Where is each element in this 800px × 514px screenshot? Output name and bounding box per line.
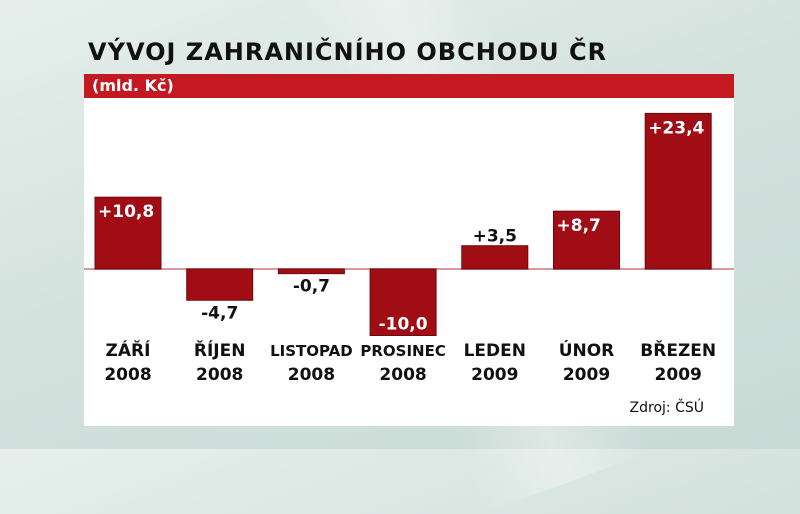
data-label-4: -10,0 — [379, 315, 428, 335]
bar-chart: +10,8 ZÁŘÍ 2008 -4,7 ŘÍJEN 2008 -0,7 LISTOPAD 20… — [84, 112, 734, 385]
category-label-5-1: LEDEN — [464, 341, 526, 361]
source-label: Zdroj: ČSÚ — [629, 400, 704, 416]
bar-5 — [461, 245, 529, 270]
bar-1 — [94, 196, 162, 270]
data-label-1: +10,8 — [98, 202, 154, 222]
bar-3 — [277, 268, 345, 275]
category-label-6-1: ÚNOR — [559, 339, 615, 361]
category-label-4-2: 2008 — [379, 365, 426, 385]
category-label-7-1: BŘEZEN — [640, 339, 716, 361]
unit-bar — [84, 74, 734, 98]
category-label-3-1: LISTOPAD — [270, 342, 353, 360]
data-label-5: +3,5 — [473, 227, 517, 247]
category-label-1-2: 2008 — [104, 365, 151, 385]
data-label-3: -0,7 — [293, 277, 330, 297]
unit-label: (mld. Kč) — [92, 76, 174, 95]
category-label-5-2: 2009 — [471, 365, 518, 385]
data-label-6: +8,7 — [557, 216, 601, 236]
data-label-2: -4,7 — [201, 303, 238, 323]
category-label-2-1: ŘÍJEN — [194, 339, 246, 361]
chart-title: VÝVOJ ZAHRANIČNÍHO OBCHODU ČR — [88, 38, 608, 66]
bar-7 — [644, 112, 712, 270]
category-label-7-2: 2009 — [655, 365, 702, 385]
bar-2 — [186, 268, 254, 301]
bar-6 — [553, 210, 620, 270]
category-label-2-2: 2008 — [196, 365, 243, 385]
category-label-4-1: PROSINEC — [360, 342, 446, 360]
category-label-1-1: ZÁŘÍ — [106, 339, 151, 361]
category-label-3-2: 2008 — [288, 365, 335, 385]
chart-panel — [84, 74, 734, 426]
bar-4 — [369, 268, 437, 336]
category-label-6-2: 2009 — [563, 365, 610, 385]
data-label-7: +23,4 — [648, 118, 704, 138]
